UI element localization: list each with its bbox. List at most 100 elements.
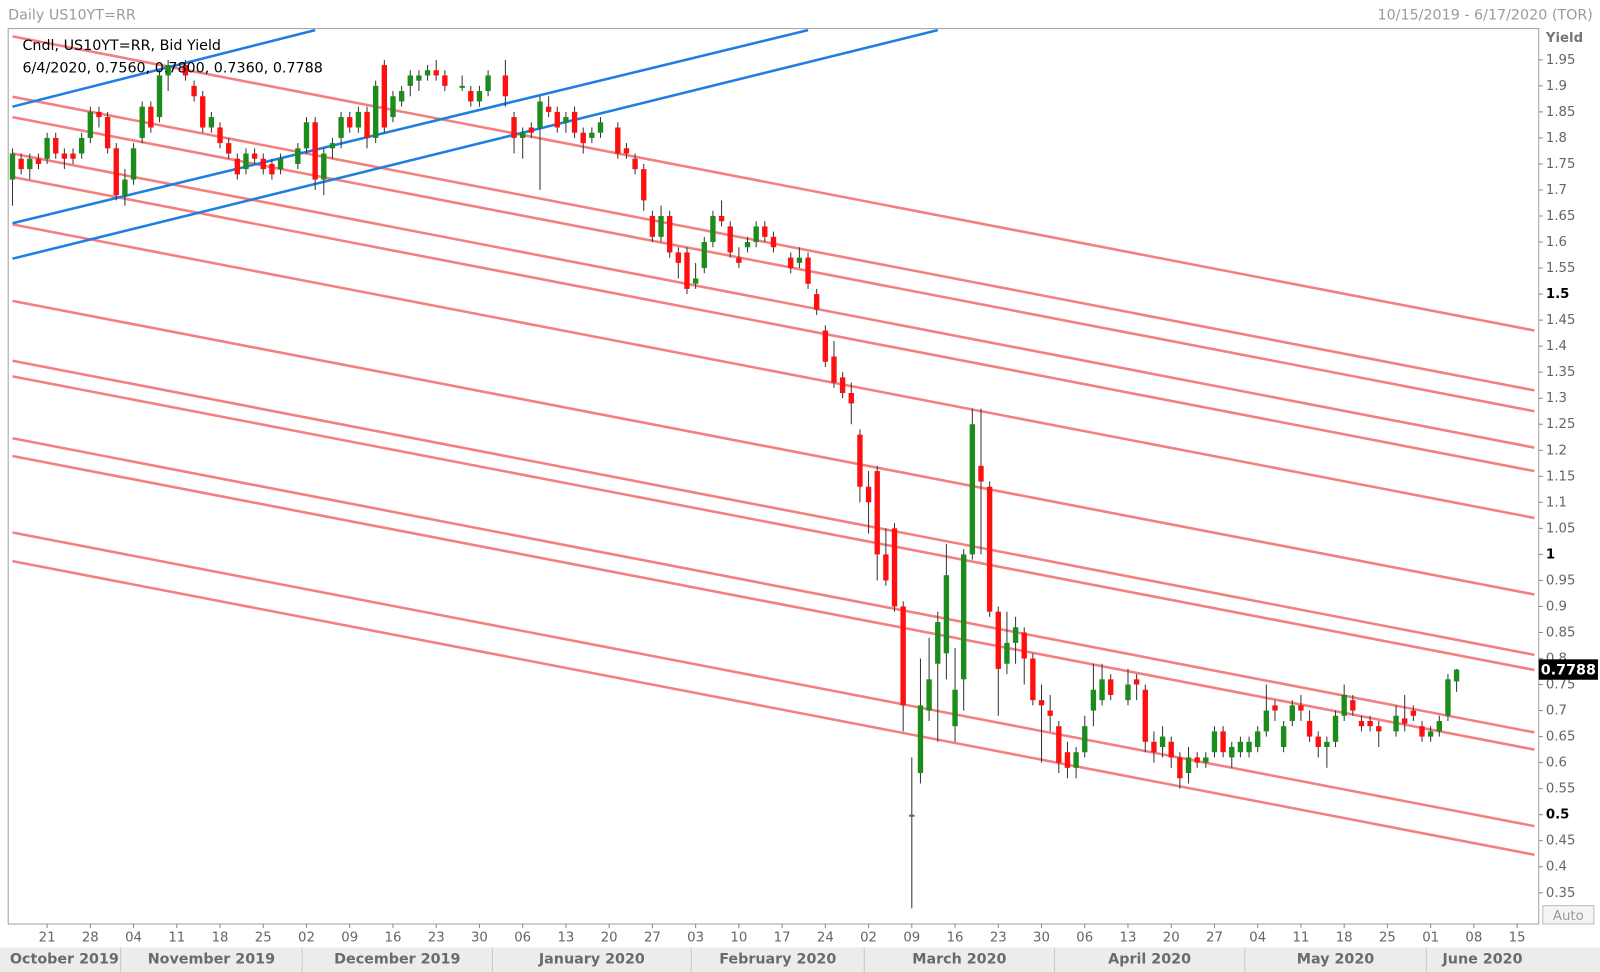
candle-body <box>1099 679 1105 701</box>
x-tick-label: 15 <box>1509 930 1526 945</box>
candle-body <box>1211 731 1218 753</box>
y-tick-label: 1.15 <box>1546 469 1576 484</box>
candle-body <box>684 252 690 289</box>
candle-body <box>580 132 586 144</box>
month-band <box>0 947 1600 972</box>
candle-body <box>70 153 76 159</box>
x-tick-label: 11 <box>168 930 185 945</box>
candle-body <box>424 70 431 76</box>
month-label: April 2020 <box>1108 952 1191 968</box>
candle-body <box>1142 689 1148 742</box>
month-label: December 2019 <box>334 952 460 968</box>
candle-body <box>1004 642 1010 664</box>
candle-body <box>303 122 310 149</box>
info-line: 6/4/2020, 0.7560, 0.7800, 0.7360, 0.7788 <box>22 60 322 76</box>
candle-body <box>796 257 803 263</box>
auto-button[interactable] <box>1542 905 1595 925</box>
candle-body <box>554 111 560 128</box>
date-range: 10/15/2019 - 6/17/2020 (TOR) <box>1378 7 1593 23</box>
month-label: March 2020 <box>912 952 1006 968</box>
x-tick-label: 04 <box>125 930 142 945</box>
candle-body <box>883 554 889 581</box>
candle-body <box>407 75 413 86</box>
trendline <box>12 359 1535 657</box>
candle-body <box>1108 679 1114 695</box>
candle-body <box>104 117 111 149</box>
y-tick-label: 1.25 <box>1546 417 1576 432</box>
candle-body <box>200 96 206 128</box>
x-tick-label: 23 <box>428 930 445 945</box>
candle-body <box>658 216 664 237</box>
candle-body <box>251 153 258 159</box>
y-axis-label: Yield <box>1545 31 1583 46</box>
candle-body <box>1229 747 1235 758</box>
candle-body <box>537 101 543 128</box>
candle-body <box>1159 736 1166 748</box>
x-tick-label: 09 <box>341 930 358 945</box>
candle-body <box>1289 705 1295 721</box>
candle-body <box>597 122 604 133</box>
candle-body <box>1047 710 1053 716</box>
candle-body <box>1185 757 1192 774</box>
candle-body <box>571 111 578 133</box>
candle-body <box>1280 726 1287 748</box>
candle-body <box>710 216 716 243</box>
x-tick-label: 06 <box>514 930 531 945</box>
trendline <box>12 115 1535 413</box>
candle-body <box>632 158 638 170</box>
candle-body <box>1073 752 1079 768</box>
candle-body <box>225 143 232 154</box>
y-tick-label: 0.6 <box>1546 756 1567 771</box>
candle-body <box>1133 679 1140 685</box>
x-tick-label: 27 <box>1206 930 1223 945</box>
trendline <box>12 375 1535 672</box>
candle-body <box>1350 700 1356 711</box>
candle-body <box>1358 720 1365 727</box>
y-tick-label: 0.55 <box>1546 782 1576 797</box>
x-tick-label: 02 <box>860 930 877 945</box>
candle-body <box>442 75 448 86</box>
candle-body <box>1177 757 1183 779</box>
month-label: January 2020 <box>538 952 645 968</box>
y-tick-label: 1.95 <box>1546 53 1576 68</box>
x-tick-label: 10 <box>730 930 747 945</box>
candle-body <box>952 689 958 727</box>
x-tick-label: 25 <box>1379 930 1396 945</box>
x-tick-label: 03 <box>687 930 704 945</box>
month-label: February 2020 <box>719 952 836 968</box>
candle-body <box>1220 731 1226 753</box>
x-tick-label: 30 <box>1033 930 1050 945</box>
candle-body <box>191 85 197 97</box>
trendline <box>12 28 939 260</box>
candle-body <box>961 554 967 680</box>
candle-body <box>390 96 396 118</box>
candle-body <box>1038 700 1045 706</box>
candle-body <box>675 252 682 263</box>
x-tick-label: 30 <box>471 930 488 945</box>
trendline <box>12 152 1535 449</box>
candle-body <box>1272 705 1278 711</box>
candle-body <box>1237 741 1244 753</box>
candle-body <box>122 179 128 196</box>
candle-body <box>156 75 163 118</box>
trendline <box>12 28 316 108</box>
candle-body <box>329 143 336 149</box>
candle-body <box>485 75 491 92</box>
candle-body <box>762 226 768 237</box>
candle-body <box>943 575 950 654</box>
candle-body <box>27 158 33 170</box>
x-tick-label: 11 <box>1292 930 1309 945</box>
x-tick-label: 16 <box>385 930 402 945</box>
x-tick-label: 20 <box>601 930 618 945</box>
x-tick-label: 27 <box>644 930 661 945</box>
y-tick-label: 0.7 <box>1546 704 1567 719</box>
y-tick-label: 0.95 <box>1546 573 1576 588</box>
auto-button-label[interactable]: Auto <box>1553 909 1584 924</box>
candle-body <box>1436 720 1442 732</box>
candle-body <box>1021 632 1027 659</box>
candle-body <box>641 169 647 201</box>
candle-body <box>692 278 699 284</box>
trendline <box>12 175 1535 473</box>
trendline <box>12 35 1535 332</box>
